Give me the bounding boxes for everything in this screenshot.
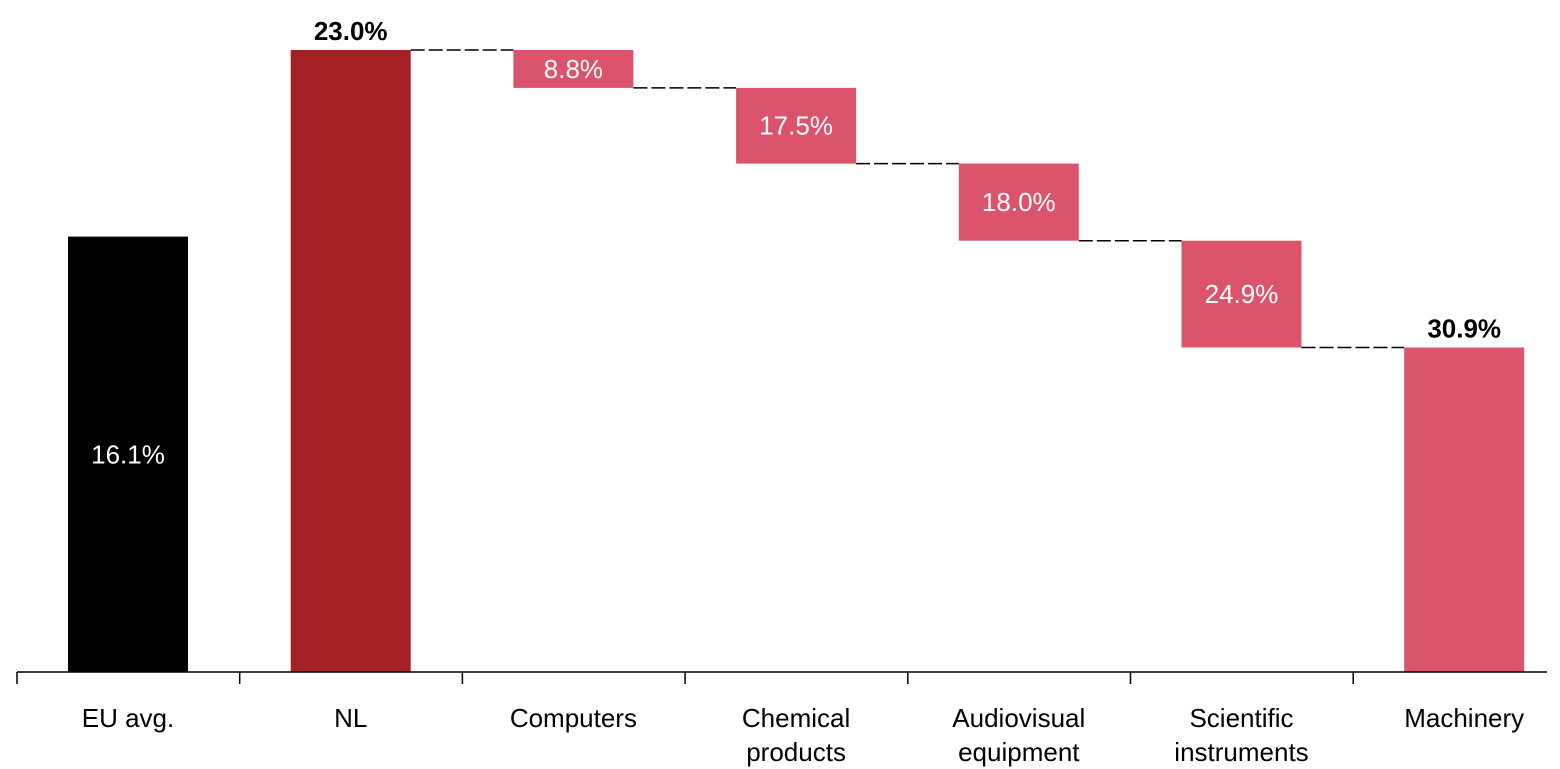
bars-group (68, 50, 1525, 672)
bar-computers (513, 50, 634, 88)
bar-audiovisual-equipment (958, 163, 1079, 241)
connector-lines (410, 49, 1405, 349)
data-label-scientific-instruments: 24.9% (1205, 279, 1279, 309)
x-axis (16, 671, 1547, 684)
data-label-chemical-products: 17.5% (759, 111, 833, 141)
tick-label-computers: Computers (510, 703, 637, 733)
data-label-audiovisual-equipment: 18.0% (982, 187, 1056, 217)
data-label-eu-avg: 16.1% (91, 439, 165, 469)
bar-labels-group: 16.1% 23.0% 8.8% 17.5% 18.0% 24.9% 30.9% (91, 16, 1501, 469)
bar-nl (290, 50, 411, 672)
bar-chemical-products (736, 87, 857, 164)
tick-label-eu-avg: EU avg. (82, 703, 175, 733)
tick-label-audiovisual-equipment: Audiovisual equipment (952, 703, 1085, 767)
data-label-nl: 23.0% (314, 16, 388, 46)
x-tick-labels: EU avg. NL Computers Chemical products Audiov… (82, 703, 1524, 767)
data-label-machinery: 30.9% (1427, 314, 1501, 344)
data-label-computers: 8.8% (544, 54, 603, 84)
tick-label-nl: NL (334, 703, 367, 733)
tick-label-machinery: Machinery (1404, 703, 1524, 733)
tick-label-scientific-instruments: Scientific instruments (1174, 703, 1308, 767)
tick-label-chemical-products: Chemical products (742, 703, 850, 767)
bar-machinery (1404, 347, 1525, 672)
bar-eu-avg (68, 236, 188, 672)
bar-scientific-instruments (1181, 240, 1302, 348)
